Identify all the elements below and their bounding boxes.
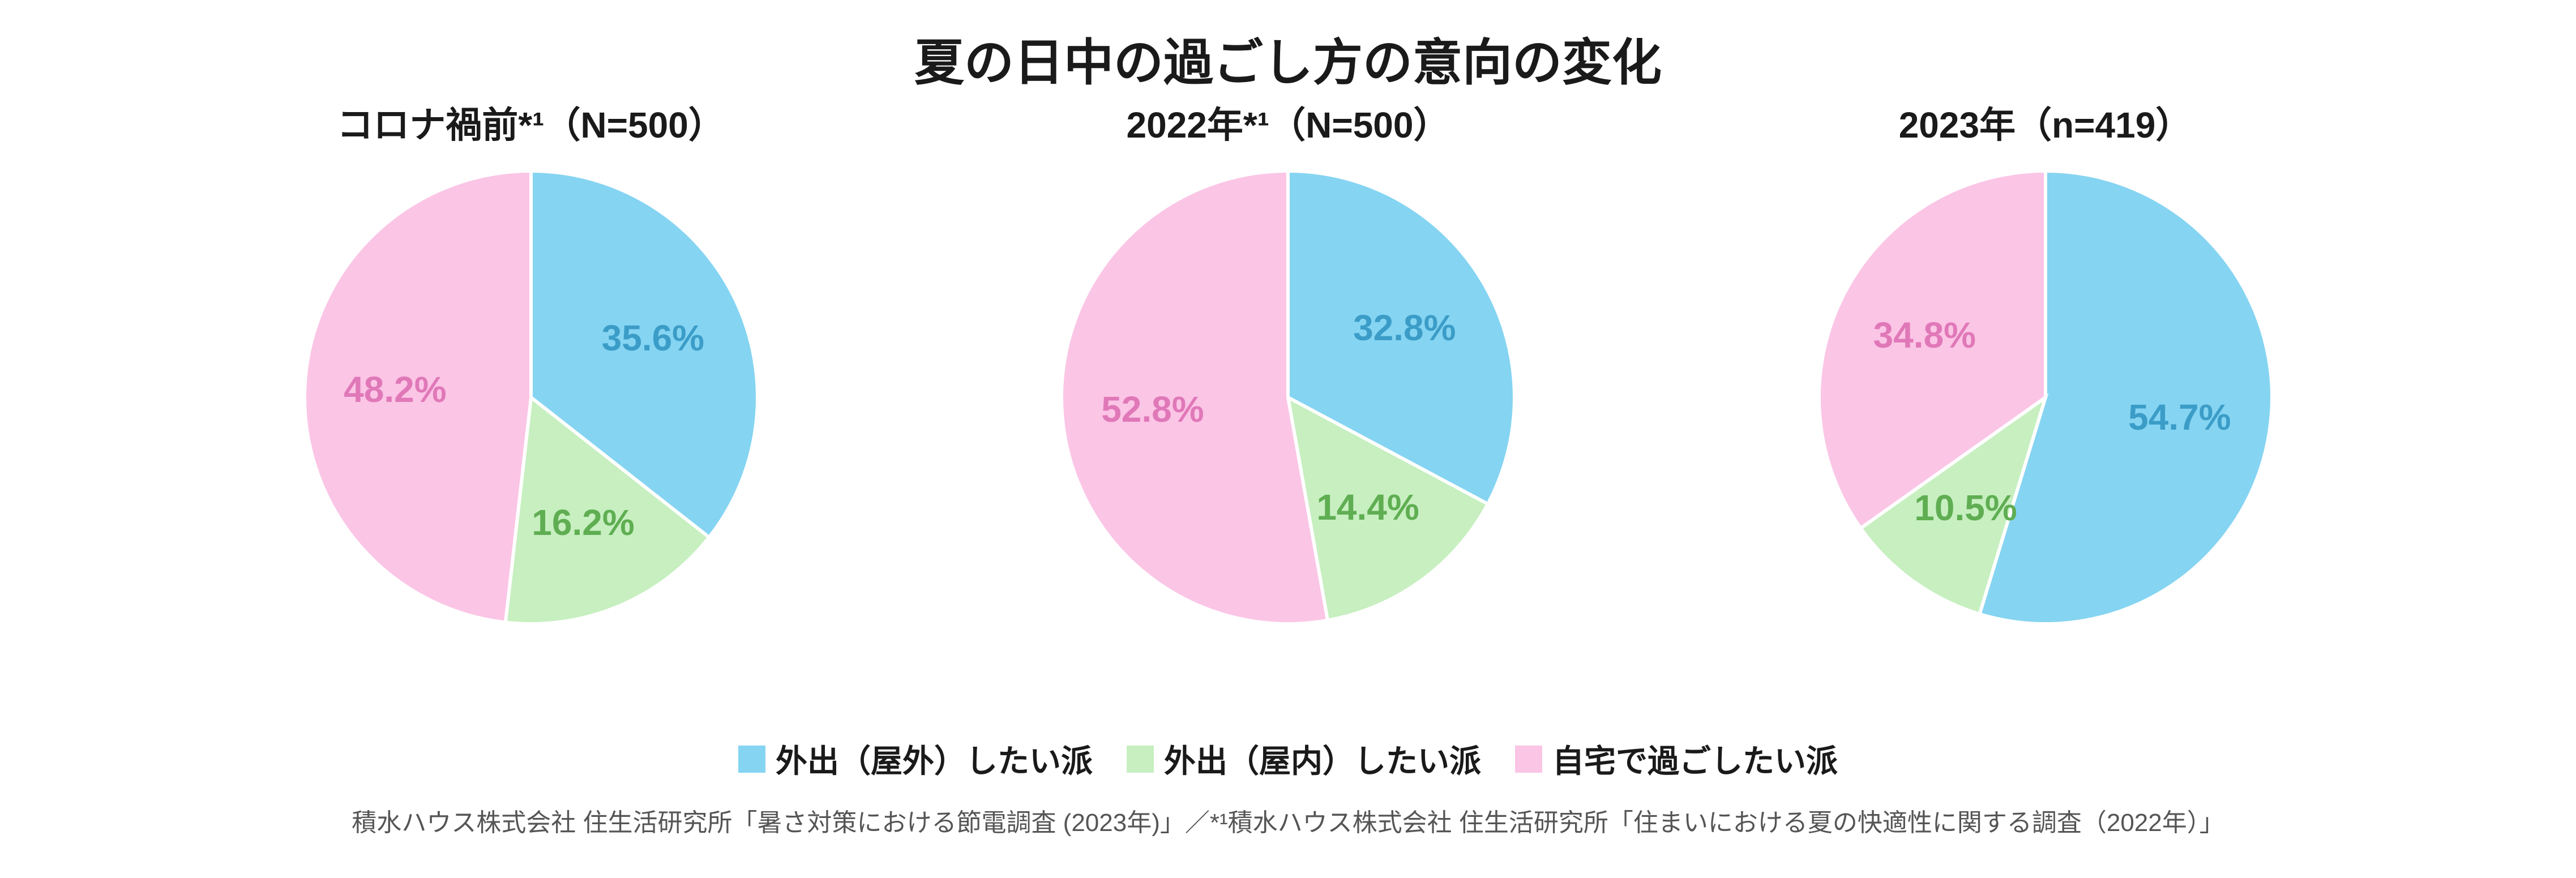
legend-swatch [738,746,765,773]
legend-label: 外出（屋内）したい派 [1164,736,1481,782]
slice-label: 54.7% [2128,396,2231,438]
slice-label: 48.2% [344,369,446,410]
legend-swatch [1515,746,1542,773]
legend-item-home: 自宅で過ごしたい派 [1515,736,1838,782]
slice-label: 14.4% [1316,486,1419,528]
slice-label: 32.8% [1353,307,1456,349]
chart-subtitle: 2022年*¹（N=500） [1127,96,1450,148]
legend-label: 外出（屋外）したい派 [776,736,1093,782]
footnote: 積水ハウス株式会社 住生活研究所「暑さ対策における節電調査 (2023年)」／*… [0,802,2576,838]
chart-subtitle: コロナ禍前*¹（N=500） [337,96,725,148]
legend-item-outdoor: 外出（屋外）したい派 [738,736,1093,782]
legend-label: 自宅で過ごしたい派 [1552,736,1838,782]
charts-row: コロナ禍前*¹（N=500） 35.6% 16.2% 48.2% 2022年*¹（N=5… [0,96,2576,624]
legend: 外出（屋外）したい派 外出（屋内）したい派 自宅で過ごしたい派 [0,736,2576,782]
slice-label: 16.2% [532,502,634,543]
main-title: 夏の日中の過ごし方の意向の変化 [0,23,2576,95]
slice-label: 35.6% [602,317,704,359]
pie-wrap: 32.8% 14.4% 52.8% [1062,171,1514,624]
slice-label: 52.8% [1101,388,1204,430]
slice-label: 34.8% [1873,314,1976,356]
pie-chart-2: 2023年（n=419） 54.7% 10.5% 34.8% [1819,96,2272,624]
pie-wrap: 54.7% 10.5% 34.8% [1819,171,2272,624]
legend-swatch [1127,746,1154,773]
legend-item-indoor: 外出（屋内）したい派 [1127,736,1481,782]
pie-wrap: 35.6% 16.2% 48.2% [305,171,758,624]
slice-label: 10.5% [1914,487,2017,529]
chart-subtitle: 2023年（n=419） [1899,96,2192,148]
pie-chart-0: コロナ禍前*¹（N=500） 35.6% 16.2% 48.2% [305,96,758,624]
pie-chart-1: 2022年*¹（N=500） 32.8% 14.4% 52.8% [1062,96,1514,624]
